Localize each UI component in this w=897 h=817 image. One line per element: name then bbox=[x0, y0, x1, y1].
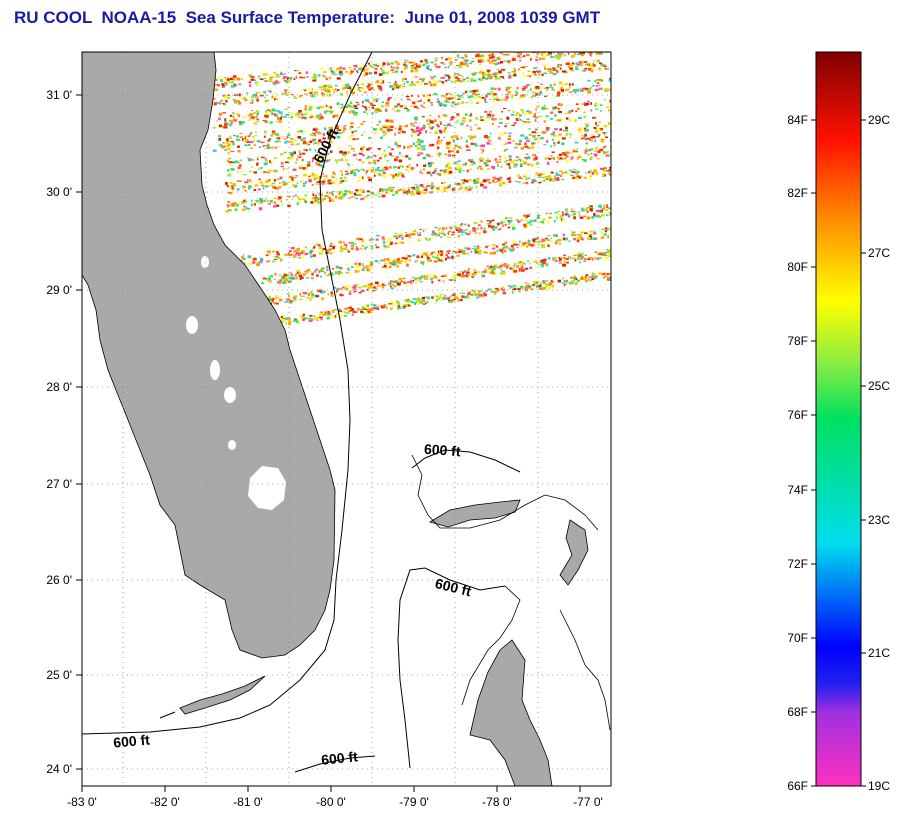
isobath-600ft-bahama-north bbox=[411, 449, 521, 473]
grand-bahama-island bbox=[428, 499, 521, 528]
isobath-600ft-south bbox=[294, 755, 376, 773]
colorbar-f-label: 66F bbox=[787, 779, 808, 793]
contour-label-bahama-north: 600 ft bbox=[424, 441, 462, 460]
colorbar-f-label: 74F bbox=[787, 483, 808, 497]
isobath-600ft-florida bbox=[82, 52, 373, 735]
lat-label: 27 0' bbox=[46, 477, 72, 491]
map-title: RU COOL NOAA-15 Sea Surface Temperature:… bbox=[14, 8, 601, 27]
latitude-labels: 31 0' 30 0' 29 0' 28 0' 27 0' 26 0' 25 0… bbox=[46, 88, 72, 776]
map-frame bbox=[81, 51, 612, 787]
lat-label: 26 0' bbox=[46, 573, 72, 587]
great-bahama-bank bbox=[461, 585, 521, 706]
lat-label: 31 0' bbox=[46, 88, 72, 102]
colorbar-c-label: 19C bbox=[868, 779, 890, 793]
lon-label: -79 0' bbox=[399, 795, 429, 809]
colorbar-f-label: 84F bbox=[787, 113, 808, 127]
lat-label: 24 0' bbox=[46, 762, 72, 776]
lat-label: 28 0' bbox=[46, 380, 72, 394]
lat-label: 25 0' bbox=[46, 668, 72, 682]
colorbar-f-label: 72F bbox=[787, 557, 808, 571]
colorbar-c-label: 25C bbox=[868, 379, 890, 393]
lat-label: 29 0' bbox=[46, 283, 72, 297]
longitude-labels: -83 0' -82 0' -81 0' -80 0' -79 0' -78 0… bbox=[67, 795, 603, 809]
bank-edge-east bbox=[559, 609, 611, 731]
colorbar-f-label: 68F bbox=[787, 705, 808, 719]
lat-lon-grid bbox=[82, 52, 611, 786]
colorbar-c-label: 23C bbox=[868, 513, 890, 527]
colorbar-fahrenheit-labels: 84F 82F 80F 78F 76F 74F 72F 70F 68F 66F bbox=[787, 113, 808, 793]
lon-label: -83 0' bbox=[67, 795, 97, 809]
andros-island bbox=[469, 639, 553, 786]
colorbar-f-label: 76F bbox=[787, 408, 808, 422]
florida-keys bbox=[179, 675, 266, 715]
contour-label-southwest: 600 ft bbox=[113, 731, 151, 750]
axis-ticks bbox=[76, 94, 581, 792]
colorbar-f-label: 82F bbox=[787, 186, 808, 200]
lake-okeechobee bbox=[248, 466, 286, 510]
colorbar-c-label: 29C bbox=[868, 113, 890, 127]
colorbar-f-label: 80F bbox=[787, 260, 808, 274]
lon-label: -80 0' bbox=[316, 795, 346, 809]
isobath-600ft-bahama-mid bbox=[397, 567, 506, 769]
lon-label: -78 0' bbox=[482, 795, 512, 809]
colorbar-c-label: 27C bbox=[868, 246, 890, 260]
lon-label: -82 0' bbox=[150, 795, 180, 809]
small-lakes bbox=[186, 256, 236, 450]
little-bahama-bank bbox=[411, 454, 599, 531]
colorbar-f-label: 70F bbox=[787, 631, 808, 645]
lon-label: -81 0' bbox=[233, 795, 263, 809]
contour-label-south: 600 ft bbox=[320, 748, 358, 768]
florida-keys-west bbox=[159, 711, 176, 719]
colorbar bbox=[815, 51, 862, 787]
colorbar-c-label: 21C bbox=[868, 646, 890, 660]
colorbar-celsius-labels: 29C 27C 25C 23C 21C 19C bbox=[868, 113, 890, 793]
colorbar-ticks bbox=[811, 119, 866, 787]
lon-label: -77 0' bbox=[573, 795, 603, 809]
colorbar-f-label: 78F bbox=[787, 334, 808, 348]
lat-label: 30 0' bbox=[46, 185, 72, 199]
abaco-island bbox=[559, 519, 589, 586]
